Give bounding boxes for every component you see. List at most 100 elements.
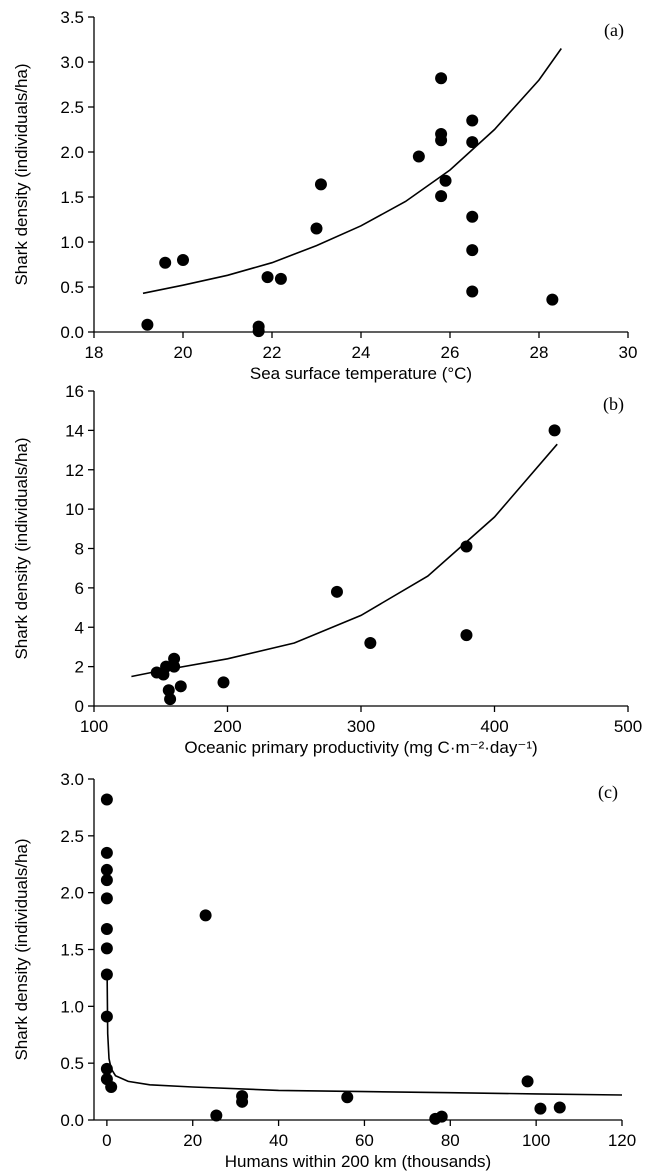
data-point <box>466 210 479 223</box>
y-tick-label: 14 <box>65 421 84 440</box>
data-point <box>435 72 448 85</box>
x-tick-label: 400 <box>480 717 508 736</box>
data-point <box>100 942 113 955</box>
data-point <box>435 134 448 147</box>
x-tick-label: 200 <box>213 717 241 736</box>
y-tick-label: 2.0 <box>60 143 84 162</box>
y-tick-label: 2.0 <box>60 884 84 903</box>
x-tick-label: 18 <box>85 343 104 362</box>
data-point <box>460 629 473 642</box>
x-tick-label: 40 <box>269 1131 288 1150</box>
fit-curve <box>142 48 562 295</box>
data-point <box>314 178 327 191</box>
data-point <box>162 684 175 697</box>
data-point <box>100 846 113 859</box>
fit-curve <box>131 443 558 678</box>
data-point <box>210 1109 223 1122</box>
chart-panel-0: 0.0 0.5 1.0 1.5 2.0 2.5 3.0 3.5 18 20 22 24 26 28 30 Se… <box>12 8 637 383</box>
y-axis-label: Shark density (individuals/ha) <box>12 63 31 285</box>
y-tick-label: 0.5 <box>60 1054 84 1073</box>
x-tick-label: 60 <box>355 1131 374 1150</box>
x-tick-label: 120 <box>608 1131 636 1150</box>
y-tick-label: 0 <box>75 697 84 716</box>
data-point <box>100 1010 113 1023</box>
y-tick-label: 1.0 <box>60 233 84 252</box>
x-tick-label: 20 <box>174 343 193 362</box>
data-point <box>261 271 274 284</box>
y-tick-label: 4 <box>75 618 84 637</box>
y-tick-label: 0.0 <box>60 1111 84 1130</box>
x-tick-label: 500 <box>614 717 642 736</box>
data-point <box>236 1095 249 1108</box>
y-axis-label: Shark density (individuals/ha) <box>12 437 31 659</box>
data-point <box>534 1102 547 1115</box>
data-point <box>553 1101 566 1114</box>
panel-label: (c) <box>598 782 618 803</box>
data-point <box>159 256 172 269</box>
data-point <box>412 150 425 163</box>
data-point <box>217 676 230 689</box>
data-point <box>199 909 212 922</box>
data-point <box>310 222 323 235</box>
x-tick-label: 30 <box>619 343 638 362</box>
chart-panel-2: 0.0 0.5 1.0 1.5 2.0 2.5 3.0 0 20 40 60 80 100 120 Huma… <box>12 770 636 1171</box>
x-tick-label: 26 <box>441 343 460 362</box>
y-tick-label: 1.5 <box>60 941 84 960</box>
x-tick-label: 100 <box>522 1131 550 1150</box>
y-tick-label: 0.5 <box>60 278 84 297</box>
data-point <box>100 863 113 876</box>
data-point <box>168 660 181 673</box>
data-point <box>466 114 479 127</box>
y-tick-label: 0.0 <box>60 323 84 342</box>
x-axis-label: Humans within 200 km (thousands) <box>225 1152 491 1171</box>
data-point <box>466 244 479 257</box>
data-point <box>548 424 561 437</box>
y-tick-label: 2.5 <box>60 827 84 846</box>
data-point <box>252 325 265 338</box>
y-tick-label: 3.0 <box>60 770 84 789</box>
panel-label: (b) <box>603 394 624 415</box>
x-tick-label: 22 <box>263 343 282 362</box>
data-point <box>100 1062 113 1075</box>
x-tick-label: 28 <box>530 343 549 362</box>
data-point <box>466 285 479 298</box>
x-tick-label: 20 <box>183 1131 202 1150</box>
data-point <box>174 680 187 693</box>
y-tick-label: 16 <box>65 382 84 401</box>
data-point <box>177 254 189 266</box>
data-point <box>435 1110 448 1123</box>
data-point <box>100 923 113 936</box>
data-point <box>100 874 113 887</box>
data-point <box>141 318 154 331</box>
data-point <box>546 293 559 306</box>
data-point <box>466 136 479 149</box>
data-point <box>100 968 113 981</box>
chart-panel-1: 0 2 4 6 8 10 12 14 16 100 200 300 400 500 Oceanic prim… <box>12 382 642 757</box>
x-tick-label: 300 <box>347 717 375 736</box>
y-tick-label: 3.5 <box>60 8 84 27</box>
y-tick-label: 3.0 <box>60 53 84 72</box>
data-point <box>435 190 448 203</box>
y-tick-label: 2.5 <box>60 98 84 117</box>
data-point <box>341 1091 354 1104</box>
data-point <box>274 272 287 285</box>
y-tick-label: 1.0 <box>60 997 84 1016</box>
y-tick-label: 12 <box>65 461 84 480</box>
y-tick-label: 6 <box>75 579 84 598</box>
y-tick-label: 1.5 <box>60 188 84 207</box>
data-point <box>460 540 473 553</box>
data-point <box>521 1075 534 1088</box>
x-axis-label: Sea surface temperature (°C) <box>250 364 472 383</box>
x-tick-label: 100 <box>80 717 108 736</box>
data-point <box>105 1081 118 1094</box>
y-axis-label: Shark density (individuals/ha) <box>12 838 31 1060</box>
y-tick-label: 8 <box>75 540 84 559</box>
x-axis-label: Oceanic primary productivity (mg C·m⁻²·d… <box>184 738 537 757</box>
data-point <box>364 637 377 649</box>
x-tick-label: 0 <box>102 1131 111 1150</box>
data-point <box>164 693 177 706</box>
data-point <box>439 174 452 187</box>
data-point <box>330 585 343 598</box>
panel-label: (a) <box>604 20 624 41</box>
